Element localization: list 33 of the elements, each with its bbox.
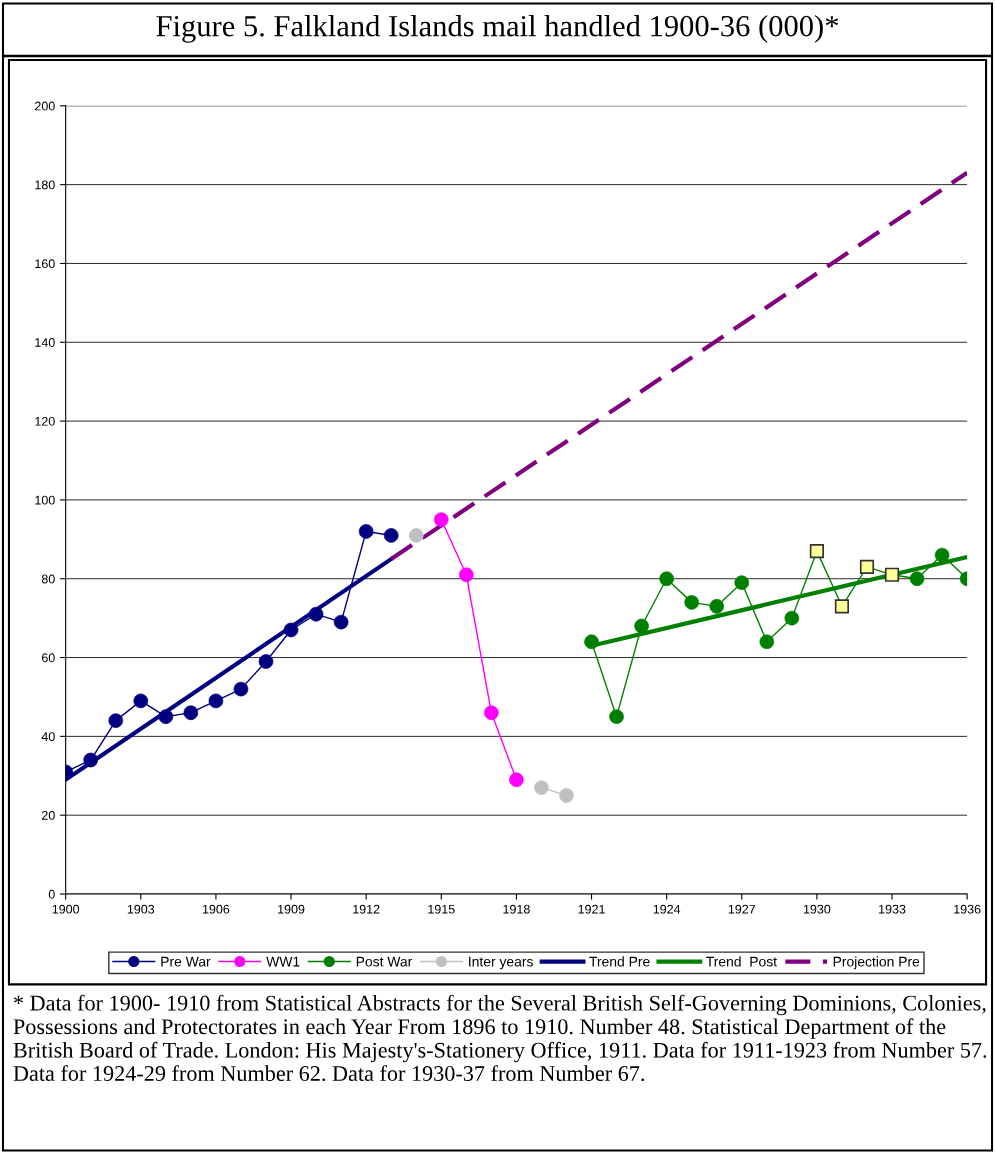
x-tick-label: 1921 <box>578 904 605 914</box>
x-tick-label: 1912 <box>353 904 380 914</box>
y-tick-label: 180 <box>35 180 55 190</box>
y-tick-label: 120 <box>35 416 55 426</box>
y-tick-label: 60 <box>41 653 55 663</box>
x-tick-label: 1903 <box>127 904 155 914</box>
x-tick-label: 1918 <box>503 904 530 914</box>
x-tick-label: 1936 <box>954 904 981 914</box>
x-tick-label: 1906 <box>202 904 230 914</box>
x-tick-label: 1909 <box>278 904 305 914</box>
y-tick-label: 20 <box>41 810 55 820</box>
x-tick-label: 1900 <box>52 904 80 914</box>
legend-label: Inter years <box>469 956 533 970</box>
chart-title: Figure 5. Falkland Islands mail handled 1900-36 (000)* <box>156 14 839 43</box>
legend-label: Trend Pre <box>589 956 650 967</box>
y-tick-label: 80 <box>41 574 55 584</box>
legend-label: Post War <box>356 956 413 967</box>
x-tick-label: 1933 <box>879 904 906 914</box>
x-tick-label: 1915 <box>428 904 455 914</box>
y-tick-label: 40 <box>41 732 55 742</box>
legend-label: Pre War <box>161 956 211 967</box>
y-tick-label: 160 <box>35 259 55 269</box>
x-tick-label: 1924 <box>653 904 681 914</box>
y-tick-label: 140 <box>35 338 55 347</box>
y-tick-label: 100 <box>35 495 55 505</box>
y-tick-label: 200 <box>35 101 55 111</box>
legend-label: Projection Pre <box>833 956 920 970</box>
legend-label: Trend Post <box>706 956 777 967</box>
legend-label: WW1 <box>266 956 300 967</box>
text: * Data for 1900- 1910 from Statistical Abstracts for the Several British Self-Governing Dominions, Colonies, Possessions and Protectorates in each Year From 1896 to 1910. Number 48. Statistical Department of the British Board of Trade. London: His Majesty's-Stationery Office, 1911. Data for 1911-1923 from Number 57. Data for 1924-29 from Number 62. Data for 1930-37 from Number 67. <box>13 994 987 1082</box>
y-tick-label: 0 <box>48 889 55 899</box>
x-tick-label: 1927 <box>728 904 756 914</box>
x-tick-label: 1930 <box>803 904 831 914</box>
